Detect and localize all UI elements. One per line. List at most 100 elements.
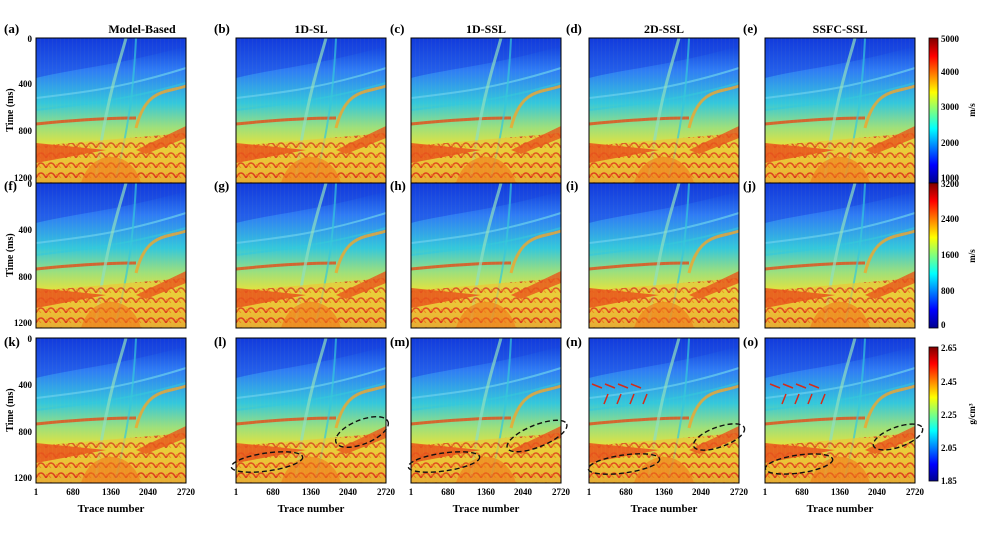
x-tick: 680 — [266, 487, 280, 497]
x-axis-label: Trace number — [453, 503, 520, 515]
colorbar-tick: 2.45 — [941, 377, 957, 387]
colorbar-unit: g/cm³ — [967, 403, 977, 424]
panel-d — [587, 36, 741, 185]
x-tick: 2720 — [377, 487, 396, 497]
y-axis-label: Time (ms) — [5, 88, 16, 131]
y-tick: 0 — [28, 34, 33, 44]
y-axis-label: Time (ms) — [5, 388, 16, 431]
x-tick: 1360 — [102, 487, 121, 497]
panel-j — [763, 181, 917, 330]
x-tick: 680 — [795, 487, 809, 497]
arrow-markers — [769, 383, 826, 405]
x-tick: 1 — [34, 487, 39, 497]
panel-label: (h) — [390, 178, 406, 193]
column-title: 1D-SSL — [466, 22, 506, 36]
annotation-ellipse — [230, 451, 304, 473]
x-tick: 2040 — [868, 487, 887, 497]
column-title: 1D-SL — [294, 22, 327, 36]
panel-label: (j) — [743, 178, 756, 193]
panel-i — [587, 181, 741, 330]
x-tick: 2040 — [514, 487, 533, 497]
colorbar-tick: 3000 — [941, 102, 960, 112]
panel-f — [34, 181, 188, 330]
y-tick: 1200 — [14, 173, 33, 183]
colorbar-3 — [928, 346, 939, 482]
annotation-ellipse — [764, 453, 834, 475]
colorbar-tick: 1000 — [941, 173, 960, 183]
colorbar-tick: 2000 — [941, 138, 960, 148]
panel-label: (f) — [4, 178, 17, 193]
y-tick: 400 — [19, 79, 33, 89]
x-tick: 680 — [619, 487, 633, 497]
colorbar-tick: 2.25 — [941, 410, 957, 420]
y-tick: 400 — [19, 380, 33, 390]
colorbar-2 — [928, 182, 939, 329]
colorbar-1 — [928, 37, 939, 184]
column-title: 2D-SSL — [644, 22, 684, 36]
panel-label: (m) — [390, 334, 410, 349]
x-tick: 2720 — [906, 487, 925, 497]
y-tick: 1200 — [14, 318, 33, 328]
x-axis-label: Trace number — [278, 503, 345, 515]
x-tick: 2720 — [730, 487, 749, 497]
y-tick: 0 — [28, 334, 33, 344]
colorbar-tick: 1600 — [941, 250, 960, 260]
colorbar-tick: 1.85 — [941, 476, 957, 486]
column-title: SSFC-SSL — [813, 22, 868, 36]
x-axis-label: Trace number — [78, 503, 145, 515]
panel-k — [34, 336, 188, 485]
panel-l — [230, 336, 390, 485]
panel-e — [763, 36, 917, 185]
panel-h — [409, 181, 563, 330]
panel-m — [407, 336, 568, 485]
arrow-markers — [591, 383, 648, 405]
annotation-ellipse — [872, 423, 924, 451]
y-tick: 800 — [19, 272, 33, 282]
y-tick: 1200 — [14, 473, 33, 483]
panel-label: (n) — [566, 334, 582, 349]
x-tick: 1 — [587, 487, 592, 497]
colorbar-tick: 0 — [941, 320, 946, 330]
x-tick: 1 — [409, 487, 414, 497]
annotation-ellipse — [334, 416, 390, 448]
panel-g — [234, 181, 388, 330]
y-tick: 400 — [19, 225, 33, 235]
colorbar-tick: 4000 — [941, 67, 960, 77]
x-tick: 2720 — [552, 487, 571, 497]
annotation-ellipse — [692, 423, 746, 451]
panel-c — [409, 36, 563, 185]
colorbar-tick: 800 — [941, 286, 955, 296]
x-tick: 1360 — [655, 487, 674, 497]
x-tick: 680 — [66, 487, 80, 497]
panel-label: (k) — [4, 334, 20, 349]
column-title: Model-Based — [108, 22, 176, 36]
panel-b — [234, 36, 388, 185]
y-tick: 800 — [19, 427, 33, 437]
x-tick: 1 — [763, 487, 768, 497]
x-tick: 1360 — [302, 487, 321, 497]
annotation-ellipse — [506, 419, 568, 453]
panel-label: (l) — [214, 334, 226, 349]
panel-a — [34, 36, 188, 185]
x-tick: 2040 — [339, 487, 358, 497]
panel-n — [587, 336, 746, 485]
panel-o — [763, 336, 924, 485]
panel-label: (o) — [743, 334, 758, 349]
colorbar-tick: 2.65 — [941, 343, 957, 353]
x-axis-label: Trace number — [631, 503, 698, 515]
panel-label: (c) — [390, 21, 404, 36]
x-tick: 2040 — [692, 487, 711, 497]
x-tick: 680 — [441, 487, 455, 497]
panel-label: (i) — [566, 178, 578, 193]
colorbar-tick: 5000 — [941, 34, 960, 44]
colorbar-unit: m/s — [967, 103, 977, 117]
panel-label: (a) — [4, 21, 19, 36]
panel-label: (b) — [214, 21, 230, 36]
y-axis-label: Time (ms) — [5, 233, 16, 276]
panel-label: (d) — [566, 21, 582, 36]
colorbar-unit: m/s — [967, 249, 977, 263]
y-tick: 0 — [28, 179, 33, 189]
x-tick: 2720 — [177, 487, 196, 497]
x-tick: 1360 — [831, 487, 850, 497]
